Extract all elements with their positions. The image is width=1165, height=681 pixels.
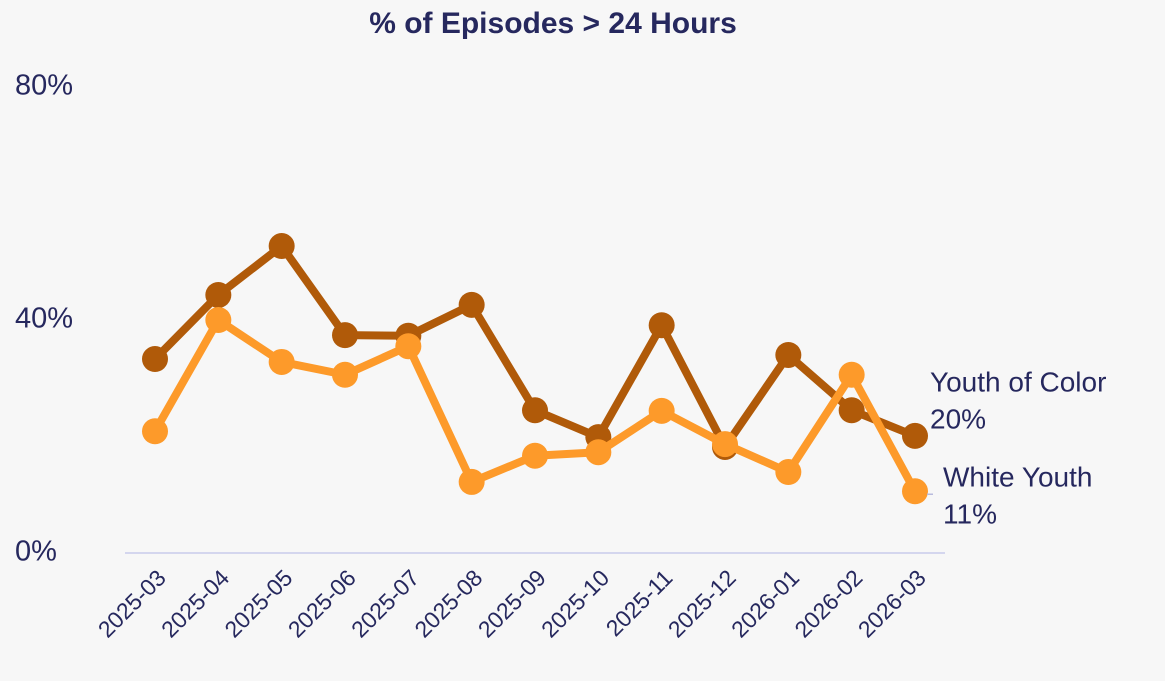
data-point: [775, 459, 802, 486]
data-point: [522, 442, 548, 469]
data-point: [332, 361, 358, 388]
data-point: [268, 233, 295, 260]
data-point: [775, 341, 802, 368]
y-tick-label: 0%: [15, 536, 57, 568]
data-point: [902, 422, 928, 449]
data-point: [838, 361, 865, 388]
data-point: [395, 333, 422, 360]
data-point: [585, 439, 612, 466]
data-point: [902, 478, 928, 505]
data-point: [142, 346, 168, 373]
data-point: [205, 307, 232, 333]
data-point: [648, 312, 675, 339]
data-point: [838, 397, 865, 424]
chart-title: % of Episodes > 24 Hours: [369, 7, 737, 40]
value-label: 11%: [943, 499, 997, 530]
data-point: [648, 397, 675, 424]
series-label: White Youth: [943, 462, 1092, 493]
data-point: [332, 322, 358, 349]
value-label: 20%: [930, 403, 986, 434]
y-tick-label: 80%: [15, 70, 73, 102]
series-label: Youth of Color: [930, 366, 1106, 397]
data-point: [205, 281, 232, 308]
data-point: [712, 431, 738, 458]
data-point: [268, 348, 295, 375]
y-tick-label: 40%: [15, 303, 73, 335]
data-point: [458, 468, 485, 495]
data-point: [142, 418, 168, 445]
data-point: [522, 397, 548, 424]
data-point: [458, 291, 485, 318]
